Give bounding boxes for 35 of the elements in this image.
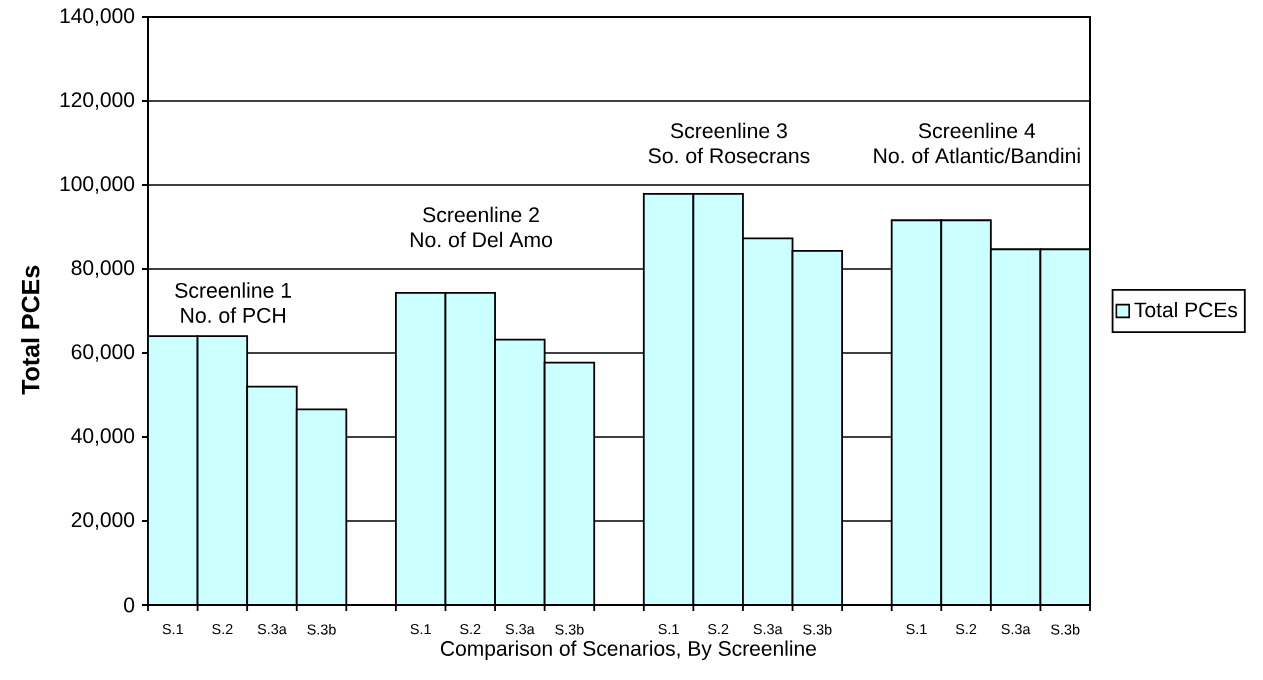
y-tick-label: 60,000 — [71, 344, 135, 362]
x-tick-label: S.3b — [555, 624, 584, 635]
x-axis-title: Comparison of Scenarios, By Screenline — [440, 640, 816, 661]
x-tick-label: S.3a — [505, 624, 535, 635]
x-tick-label: S.2 — [708, 624, 729, 635]
x-tick-label: S.2 — [460, 624, 481, 635]
legend-label: Total PCEs — [1134, 301, 1238, 318]
x-tick-label: S.3a — [753, 624, 783, 635]
y-tick-label: 100,000 — [60, 176, 135, 194]
x-tick-label: S.3a — [1001, 624, 1031, 635]
x-tick-label: S.2 — [955, 624, 977, 635]
annotation: Screenline 3 — [670, 122, 787, 139]
y-tick-label: 40,000 — [71, 428, 135, 446]
annotation: Screenline 1 — [175, 282, 291, 298]
annotation: No. of PCH — [181, 307, 285, 323]
annotation: So. of Rosecrans — [648, 147, 810, 164]
annotation: No. of Del Amo — [410, 231, 553, 248]
x-tick-label: S.3b — [307, 624, 336, 635]
annotation: Screenline 4 — [918, 122, 1036, 139]
x-tick-label: S.1 — [162, 624, 183, 635]
x-tick-label: S.1 — [410, 624, 431, 635]
annotation: No. of Atlantic/Bandini — [874, 147, 1080, 164]
y-axis-title: Total PCEs — [21, 265, 40, 395]
x-tick-label: S.3b — [1051, 624, 1080, 635]
x-tick-label: S.3b — [803, 624, 832, 635]
y-tick-label: 0 — [124, 597, 135, 613]
y-tick-label: 120,000 — [60, 92, 135, 110]
x-tick-label: S.1 — [658, 624, 679, 635]
y-tick-label: 140,000 — [60, 8, 135, 26]
x-tick-label: S.3a — [257, 624, 287, 635]
y-tick-label: 20,000 — [71, 512, 135, 530]
x-tick-label: S.2 — [212, 624, 233, 635]
y-tick-label: 80,000 — [71, 260, 135, 278]
annotation: Screenline 2 — [423, 206, 539, 223]
x-tick-label: S.1 — [906, 624, 927, 635]
